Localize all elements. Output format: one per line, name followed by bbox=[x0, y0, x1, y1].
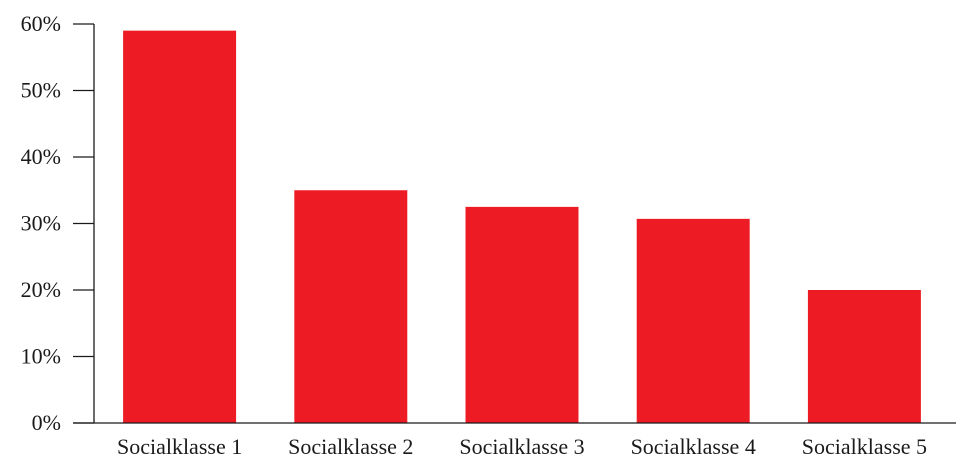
y-tick-label: 50% bbox=[21, 78, 61, 103]
y-tick-label: 0% bbox=[32, 410, 61, 435]
bars bbox=[123, 30, 921, 424]
x-tick-label: Socialklasse 4 bbox=[631, 434, 756, 459]
x-tick-label: Socialklasse 5 bbox=[802, 434, 927, 459]
y-tick-label: 60% bbox=[21, 11, 61, 36]
y-tick-label: 30% bbox=[21, 211, 61, 236]
bar bbox=[636, 218, 750, 423]
bar bbox=[123, 30, 237, 424]
x-axis: Socialklasse 1 Socialklasse 2 Socialklasse… bbox=[73, 422, 956, 459]
x-tick-label: Socialklasse 2 bbox=[288, 434, 413, 459]
bar bbox=[294, 190, 408, 423]
x-tick-label: Socialklasse 3 bbox=[459, 434, 584, 459]
y-axis: 0% 10% 20% 30% 40% 50% 60% bbox=[21, 11, 95, 435]
y-tick-label: 40% bbox=[21, 144, 61, 169]
bar bbox=[807, 290, 921, 423]
y-tick-label: 20% bbox=[21, 277, 61, 302]
y-tick-label: 10% bbox=[21, 344, 61, 369]
bar bbox=[465, 206, 579, 423]
x-tick-label: Socialklasse 1 bbox=[117, 434, 242, 459]
